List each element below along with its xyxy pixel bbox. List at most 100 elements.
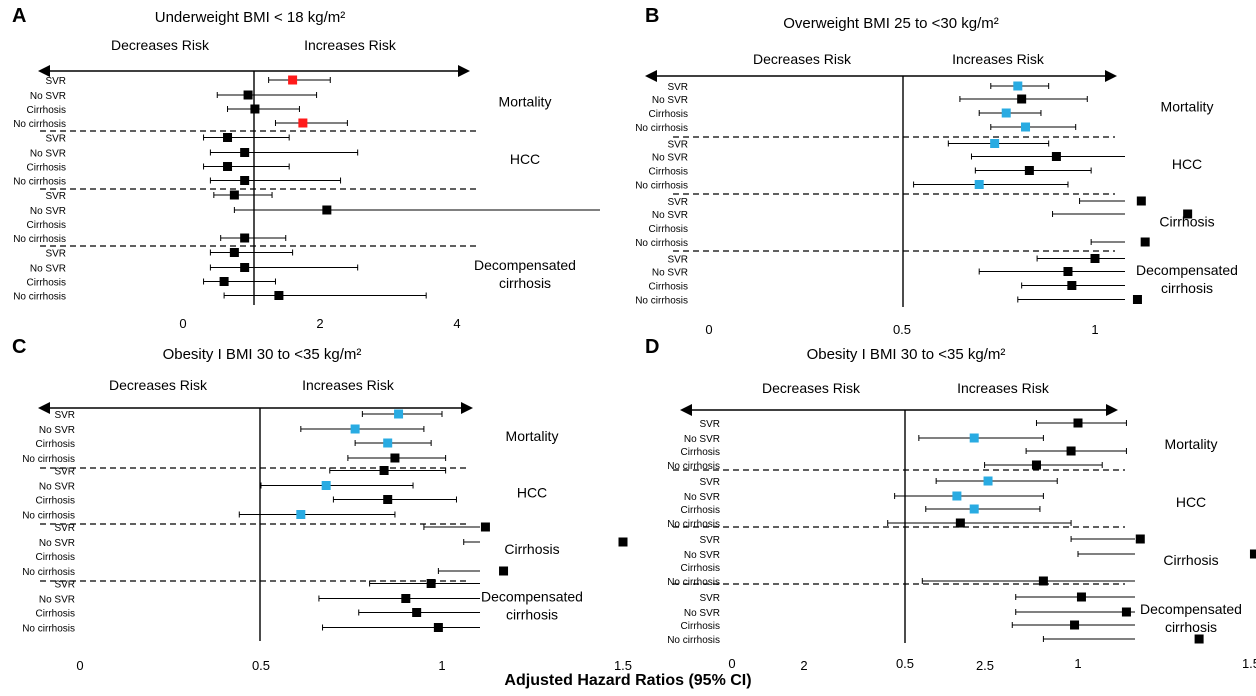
row-label: Cirrhosis	[36, 439, 75, 450]
decreases-risk-label: Decreases Risk	[762, 380, 861, 396]
decreases-risk-label: Decreases Risk	[753, 51, 852, 67]
point-estimate	[1017, 94, 1027, 104]
point-estimate	[1121, 607, 1131, 617]
forest-plot-figure: A Underweight BMI < 18 kg/m² Decreases Ris…	[12, 5, 1256, 672]
row-label: No cirrhosis	[667, 635, 720, 646]
point-estimate	[1066, 446, 1076, 456]
point-estimate	[240, 148, 250, 157]
group-label: Decompensated	[481, 589, 583, 605]
panel-c: C Obesity I BMI 30 to <35 kg/m² Decreases …	[12, 336, 994, 672]
x-tick-label: 1	[1091, 322, 1098, 337]
row-label: No cirrhosis	[635, 238, 688, 249]
row-label: Cirrhosis	[27, 220, 66, 231]
row-label: Cirrhosis	[649, 109, 688, 120]
group-label: HCC	[517, 485, 547, 501]
group-label: cirrhosis	[1161, 280, 1213, 296]
point-estimate	[983, 476, 993, 486]
row-label: SVR	[699, 593, 720, 604]
x-tick-label: 0.5	[896, 656, 914, 671]
group-label: Cirrhosis	[1159, 214, 1214, 230]
point-estimate	[1140, 237, 1150, 247]
point-estimate	[240, 233, 250, 243]
point-estimate	[618, 537, 628, 547]
point-estimate	[321, 481, 331, 490]
panel-title: Obesity I BMI 30 to <35 kg/m²	[807, 346, 1006, 363]
right-arrowhead	[458, 65, 470, 77]
point-estimate	[1001, 108, 1011, 118]
group-label: Decompensated	[474, 257, 576, 273]
row-label: Cirrhosis	[649, 167, 688, 178]
x-tick-label: 0.5	[252, 658, 270, 672]
right-arrowhead	[1105, 70, 1117, 82]
decreases-risk-label: Decreases Risk	[111, 37, 210, 53]
row-label: SVR	[45, 191, 66, 202]
point-estimate	[401, 594, 411, 603]
panel-title: Overweight BMI 25 to <30 kg/m²	[783, 15, 999, 32]
group-label: HCC	[1176, 494, 1206, 510]
point-estimate	[974, 180, 984, 189]
x-tick-label: 0.5	[893, 322, 911, 337]
x-tick-label: 1.5	[1242, 656, 1256, 671]
row-label: SVR	[667, 197, 688, 208]
point-estimate	[1070, 620, 1080, 630]
panel-title: Obesity I BMI 30 to <35 kg/m²	[163, 346, 362, 363]
group-label: Mortality	[506, 428, 559, 444]
row-label: SVR	[45, 249, 66, 260]
point-estimate	[952, 491, 962, 501]
decreases-risk-label: Decreases Risk	[109, 377, 208, 393]
row-label: No SVR	[652, 153, 688, 164]
point-estimate	[240, 176, 250, 185]
point-estimate	[390, 453, 400, 463]
x-tick-label: 1	[1074, 656, 1081, 671]
row-label: SVR	[54, 523, 75, 534]
row-label: Cirrhosis	[27, 163, 66, 174]
row-label: No SVR	[652, 268, 688, 279]
point-estimate	[1194, 634, 1204, 644]
group-label: Decompensated	[1140, 601, 1242, 617]
row-label: Cirrhosis	[649, 224, 688, 235]
point-estimate	[1021, 122, 1031, 132]
row-label: SVR	[667, 255, 688, 266]
x-tick-label: 2	[316, 316, 323, 331]
point-estimate	[1031, 460, 1041, 470]
row-label: Cirrhosis	[681, 621, 720, 632]
point-estimate	[1132, 295, 1142, 304]
group-label: Mortality	[1165, 436, 1218, 452]
row-label: No cirrhosis	[13, 119, 66, 130]
point-estimate	[379, 466, 389, 475]
row-label: No SVR	[684, 608, 720, 619]
panel-letter: D	[645, 336, 659, 358]
row-label: No SVR	[30, 149, 66, 160]
point-estimate	[288, 75, 298, 85]
row-label: SVR	[45, 134, 66, 145]
group-label: Cirrhosis	[1163, 552, 1218, 568]
point-estimate	[990, 139, 1000, 148]
panel-letter: C	[12, 336, 26, 358]
point-estimate	[298, 118, 308, 128]
point-estimate	[229, 248, 239, 257]
row-label: No SVR	[652, 95, 688, 106]
row-label: No SVR	[652, 210, 688, 221]
group-label: HCC	[510, 151, 540, 167]
left-arrowhead	[38, 65, 50, 77]
row-label: No SVR	[39, 425, 75, 436]
row-label: SVR	[54, 580, 75, 591]
row-label: Cirrhosis	[36, 609, 75, 620]
point-estimate	[243, 90, 253, 100]
row-label: Cirrhosis	[36, 552, 75, 563]
point-estimate	[1051, 152, 1061, 161]
group-label: cirrhosis	[1165, 619, 1217, 635]
row-label: No cirrhosis	[22, 624, 75, 635]
row-label: No cirrhosis	[667, 577, 720, 588]
group-label: cirrhosis	[506, 607, 558, 623]
row-label: SVR	[45, 76, 66, 87]
row-label: SVR	[699, 419, 720, 430]
x-tick-label: 0	[728, 656, 735, 671]
panel-title: Underweight BMI < 18 kg/m²	[155, 9, 346, 26]
point-estimate	[969, 504, 979, 514]
x-tick-label: 0	[76, 658, 83, 672]
row-label: SVR	[54, 467, 75, 478]
point-estimate	[480, 522, 490, 532]
group-label: Mortality	[499, 94, 552, 110]
row-label: Cirrhosis	[649, 282, 688, 293]
